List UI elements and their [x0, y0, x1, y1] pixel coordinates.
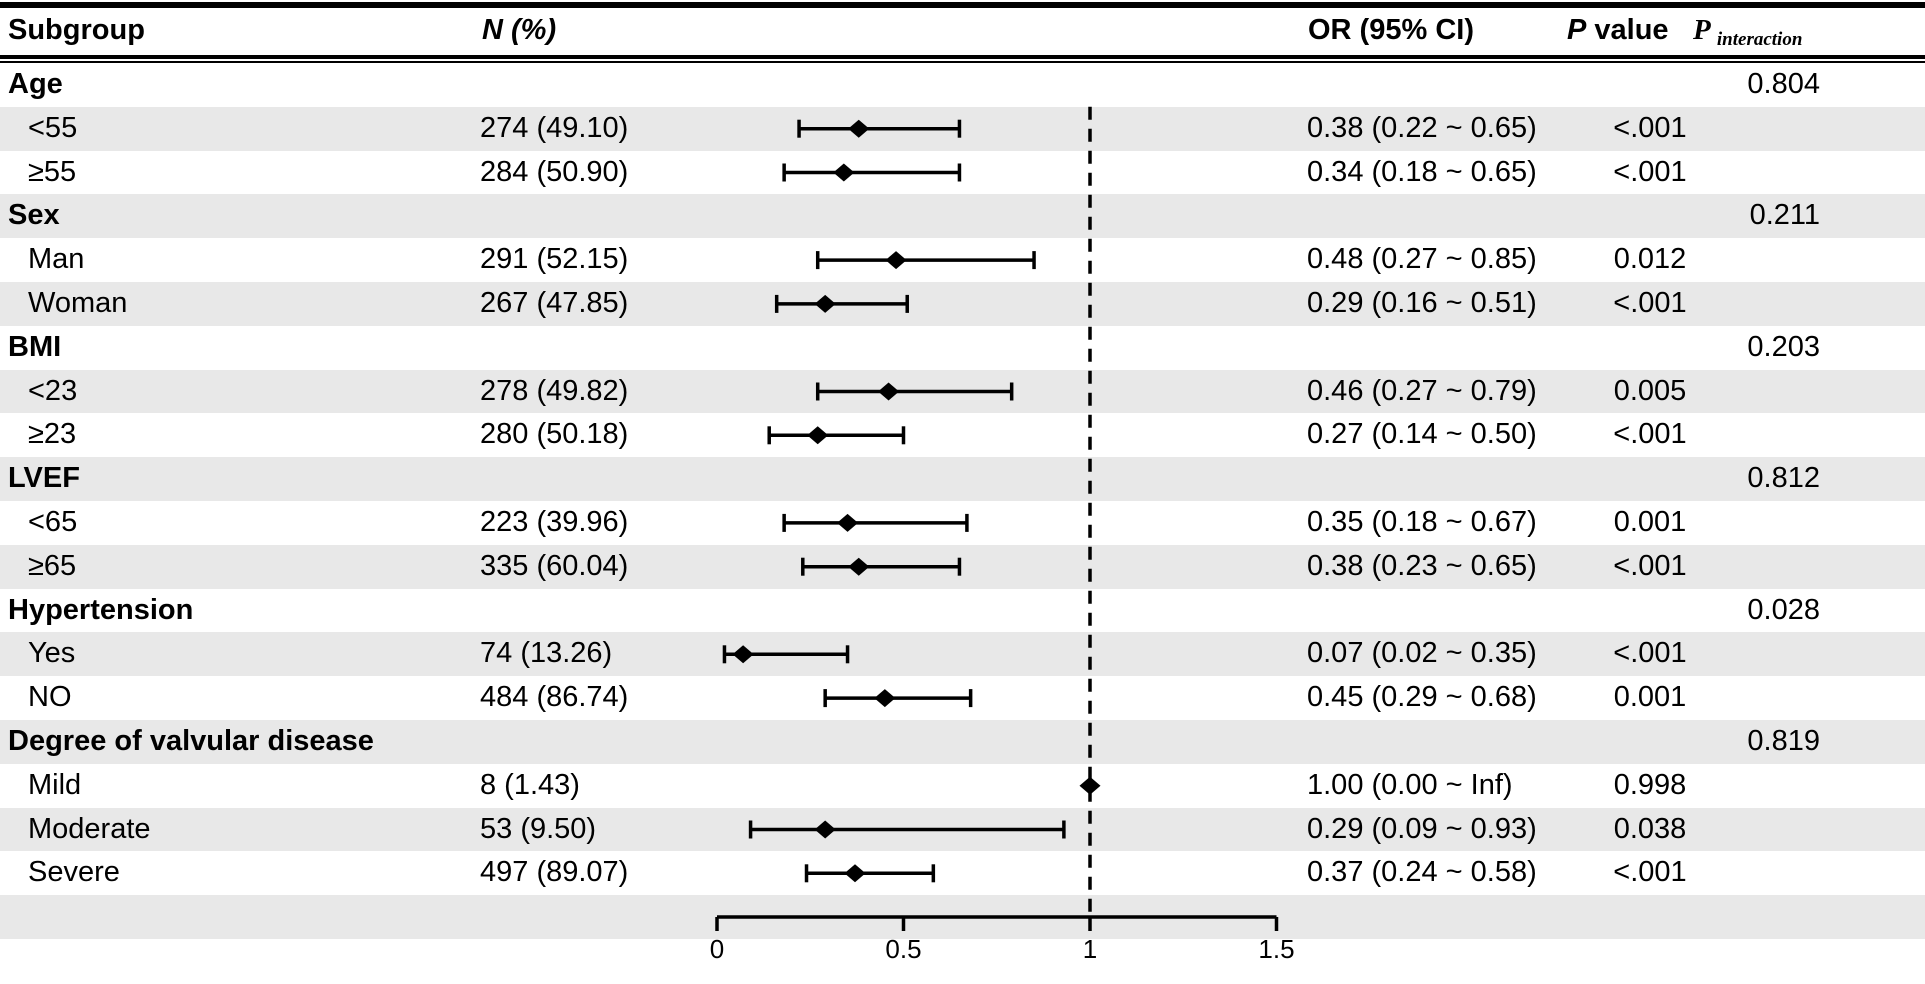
data-row: <23 278 (49.82) 0.46 (0.27 ~ 0.79) 0.005: [0, 369, 1925, 414]
header-n-pct: N (%): [482, 14, 557, 46]
table-rows: Age 0.804 <55 274 (49.10) 0.38 (0.22 ~ 0.65)…: [0, 63, 1925, 939]
p-value-cell: 0.012: [1613, 243, 1687, 276]
header-p-interaction-p: P: [1693, 14, 1710, 46]
n-cell: 223 (39.96): [480, 505, 629, 538]
data-row: Severe 497 (89.07) 0.37 (0.24 ~ 0.58) <.001: [0, 851, 1925, 895]
p-interaction-cell: 0.812: [1747, 462, 1820, 495]
p-interaction-cell: 0.819: [1747, 724, 1820, 757]
header-or-ci: OR (95% CI): [1308, 14, 1474, 46]
subgroup-cell: Hypertension: [8, 593, 194, 626]
or-ci-cell: 0.38 (0.23 ~ 0.65): [1307, 549, 1537, 582]
p-value-cell: 0.001: [1613, 681, 1687, 714]
p-value-cell: <.001: [1613, 418, 1687, 451]
n-cell: 274 (49.10): [480, 111, 629, 144]
subgroup-cell: <65: [28, 505, 78, 538]
p-interaction-cell: 0.028: [1747, 593, 1820, 626]
top-rule: [0, 2, 1925, 8]
or-ci-cell: 0.29 (0.16 ~ 0.51): [1307, 286, 1537, 319]
subgroup-cell: Moderate: [28, 812, 151, 845]
group-row: Age 0.804: [0, 63, 1925, 107]
or-ci-cell: 1.00 (0.00 ~ Inf): [1307, 768, 1513, 801]
data-row: <55 274 (49.10) 0.38 (0.22 ~ 0.65) <.001: [0, 106, 1925, 151]
n-cell: 291 (52.15): [480, 243, 629, 276]
p-interaction-cell: 0.203: [1747, 330, 1820, 363]
header-p-interaction: P interaction: [1693, 6, 1802, 55]
n-cell: 8 (1.43): [480, 768, 580, 801]
group-row: Sex 0.211: [0, 194, 1925, 239]
p-value-cell: <.001: [1613, 286, 1687, 319]
or-ci-cell: 0.29 (0.09 ~ 0.93): [1307, 812, 1537, 845]
p-value-cell: 0.998: [1613, 768, 1687, 801]
or-ci-cell: 0.48 (0.27 ~ 0.85): [1307, 243, 1537, 276]
data-row: Moderate 53 (9.50) 0.29 (0.09 ~ 0.93) 0.038: [0, 807, 1925, 852]
group-row: Hypertension 0.028: [0, 589, 1925, 633]
group-row: BMI 0.203: [0, 326, 1925, 370]
spacer-row: [0, 895, 1925, 939]
group-row: Degree of valvular disease 0.819: [0, 719, 1925, 764]
subgroup-cell: Age: [8, 68, 63, 100]
group-row: LVEF 0.812: [0, 457, 1925, 501]
p-value-cell: <.001: [1613, 111, 1687, 144]
or-ci-cell: 0.38 (0.22 ~ 0.65): [1307, 111, 1537, 144]
subgroup-cell: BMI: [8, 330, 62, 363]
n-cell: 278 (49.82): [480, 374, 629, 407]
subgroup-cell: ≥65: [28, 549, 77, 582]
n-cell: 53 (9.50): [480, 812, 597, 845]
header-double-rule-top: [0, 55, 1925, 59]
or-ci-cell: 0.34 (0.18 ~ 0.65): [1307, 155, 1537, 188]
p-value-cell: 0.005: [1613, 374, 1687, 407]
data-row: Mild 8 (1.43) 1.00 (0.00 ~ Inf) 0.998: [0, 764, 1925, 808]
p-value-cell: <.001: [1613, 637, 1687, 670]
data-row: <65 223 (39.96) 0.35 (0.18 ~ 0.67) 0.001: [0, 501, 1925, 545]
n-cell: 267 (47.85): [480, 286, 629, 319]
subgroup-cell: ≥23: [28, 418, 77, 451]
or-ci-cell: 0.46 (0.27 ~ 0.79): [1307, 374, 1537, 407]
p-value-cell: 0.038: [1613, 812, 1687, 845]
p-interaction-cell: 0.211: [1749, 199, 1820, 232]
data-row: ≥55 284 (50.90) 0.34 (0.18 ~ 0.65) <.001: [0, 151, 1925, 195]
data-row: Man 291 (52.15) 0.48 (0.27 ~ 0.85) 0.012: [0, 238, 1925, 282]
header-double-rule-bottom: [0, 61, 1925, 63]
n-cell: 335 (60.04): [480, 549, 629, 582]
data-row: ≥23 280 (50.18) 0.27 (0.14 ~ 0.50) <.001: [0, 413, 1925, 457]
subgroup-cell: NO: [28, 681, 72, 714]
p-value-cell: <.001: [1613, 155, 1687, 188]
subgroup-cell: LVEF: [8, 462, 80, 495]
header-p-value-p: P: [1567, 14, 1587, 46]
header-p-interaction-sub: interaction: [1716, 29, 1803, 50]
p-interaction-cell: 0.804: [1747, 68, 1820, 100]
subgroup-cell: Degree of valvular disease: [8, 724, 374, 757]
n-cell: 497 (89.07): [480, 856, 629, 889]
subgroup-cell: Yes: [28, 637, 76, 670]
data-row: ≥65 335 (60.04) 0.38 (0.23 ~ 0.65) <.001: [0, 544, 1925, 589]
subgroup-cell: Woman: [28, 286, 128, 319]
data-row: Woman 267 (47.85) 0.29 (0.16 ~ 0.51) <.001: [0, 281, 1925, 326]
p-value-cell: <.001: [1613, 549, 1687, 582]
subgroup-cell: <55: [28, 111, 78, 144]
or-ci-cell: 0.35 (0.18 ~ 0.67): [1307, 505, 1537, 538]
p-value-cell: <.001: [1613, 856, 1687, 889]
n-cell: 74 (13.26): [480, 637, 613, 670]
or-ci-cell: 0.45 (0.29 ~ 0.68): [1307, 681, 1537, 714]
subgroup-cell: Man: [28, 243, 85, 276]
table-header: Subgroup N (%) OR (95% CI) P value P int…: [0, 6, 1925, 55]
or-ci-cell: 0.27 (0.14 ~ 0.50): [1307, 418, 1537, 451]
subgroup-cell: Sex: [8, 199, 60, 232]
n-cell: 280 (50.18): [480, 418, 629, 451]
n-cell: 484 (86.74): [480, 681, 629, 714]
header-p-value: P value: [1567, 6, 1669, 55]
data-row: NO 484 (86.74) 0.45 (0.29 ~ 0.68) 0.001: [0, 676, 1925, 720]
p-value-cell: 0.001: [1613, 505, 1687, 538]
header-p-value-rest: value: [1586, 14, 1669, 46]
n-cell: 284 (50.90): [480, 155, 629, 188]
or-ci-cell: 0.07 (0.02 ~ 0.35): [1307, 637, 1537, 670]
header-subgroup: Subgroup: [8, 14, 145, 46]
data-row: Yes 74 (13.26) 0.07 (0.02 ~ 0.35) <.001: [0, 632, 1925, 677]
subgroup-cell: ≥55: [28, 155, 77, 188]
or-ci-cell: 0.37 (0.24 ~ 0.58): [1307, 856, 1537, 889]
subgroup-cell: Severe: [28, 856, 120, 889]
subgroup-cell: <23: [28, 374, 78, 407]
subgroup-cell: Mild: [28, 768, 82, 801]
